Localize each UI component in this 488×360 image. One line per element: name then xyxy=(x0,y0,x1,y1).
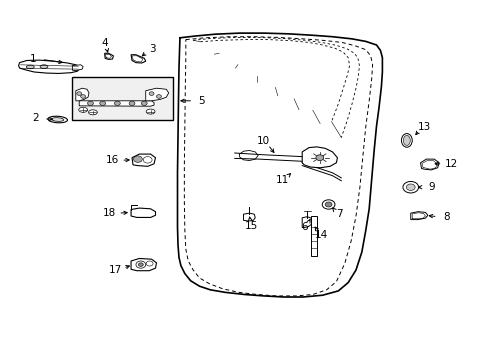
Circle shape xyxy=(133,156,142,162)
Polygon shape xyxy=(302,147,337,168)
Circle shape xyxy=(136,261,145,268)
Ellipse shape xyxy=(52,118,63,121)
Ellipse shape xyxy=(403,135,409,145)
Circle shape xyxy=(77,92,81,95)
Circle shape xyxy=(143,157,152,163)
Circle shape xyxy=(146,261,153,266)
Circle shape xyxy=(156,95,161,98)
Polygon shape xyxy=(420,159,438,170)
Text: 3: 3 xyxy=(149,44,156,54)
Polygon shape xyxy=(132,154,155,166)
Polygon shape xyxy=(79,101,154,106)
Circle shape xyxy=(100,101,105,105)
Text: 10: 10 xyxy=(257,136,270,146)
Ellipse shape xyxy=(40,65,48,68)
Text: 6: 6 xyxy=(301,222,307,232)
Text: 7: 7 xyxy=(336,209,343,219)
Circle shape xyxy=(138,263,143,266)
Text: 13: 13 xyxy=(417,122,430,132)
Circle shape xyxy=(87,101,93,105)
Bar xyxy=(310,216,317,256)
Text: 15: 15 xyxy=(244,221,258,231)
Circle shape xyxy=(315,155,323,161)
Polygon shape xyxy=(131,55,145,63)
Text: 2: 2 xyxy=(32,113,39,123)
Text: 1: 1 xyxy=(30,54,36,64)
Text: 9: 9 xyxy=(427,182,434,192)
Ellipse shape xyxy=(88,110,97,115)
Text: 18: 18 xyxy=(103,208,116,219)
Ellipse shape xyxy=(79,107,87,112)
Polygon shape xyxy=(243,213,255,221)
Polygon shape xyxy=(131,258,156,271)
Polygon shape xyxy=(72,65,83,71)
Bar xyxy=(72,77,172,120)
Circle shape xyxy=(129,101,135,105)
Text: 8: 8 xyxy=(442,212,449,222)
Polygon shape xyxy=(302,217,312,228)
Circle shape xyxy=(402,181,418,193)
Circle shape xyxy=(114,101,120,105)
Circle shape xyxy=(141,101,147,105)
Polygon shape xyxy=(145,88,168,101)
Text: 12: 12 xyxy=(444,159,457,169)
Text: 16: 16 xyxy=(105,156,119,165)
Polygon shape xyxy=(131,208,155,217)
Polygon shape xyxy=(410,212,427,220)
Text: 17: 17 xyxy=(108,265,122,275)
Ellipse shape xyxy=(48,116,67,123)
Ellipse shape xyxy=(146,109,155,114)
Circle shape xyxy=(322,200,334,209)
Text: 4: 4 xyxy=(102,38,108,48)
Ellipse shape xyxy=(26,65,34,69)
Text: 14: 14 xyxy=(315,230,328,240)
Text: 11: 11 xyxy=(275,175,288,185)
Text: 5: 5 xyxy=(198,96,205,106)
Ellipse shape xyxy=(401,134,411,147)
Polygon shape xyxy=(104,53,113,59)
Circle shape xyxy=(325,202,331,207)
Polygon shape xyxy=(76,88,89,101)
Circle shape xyxy=(149,92,154,95)
Circle shape xyxy=(81,95,85,98)
Circle shape xyxy=(406,184,414,190)
Polygon shape xyxy=(19,60,79,73)
